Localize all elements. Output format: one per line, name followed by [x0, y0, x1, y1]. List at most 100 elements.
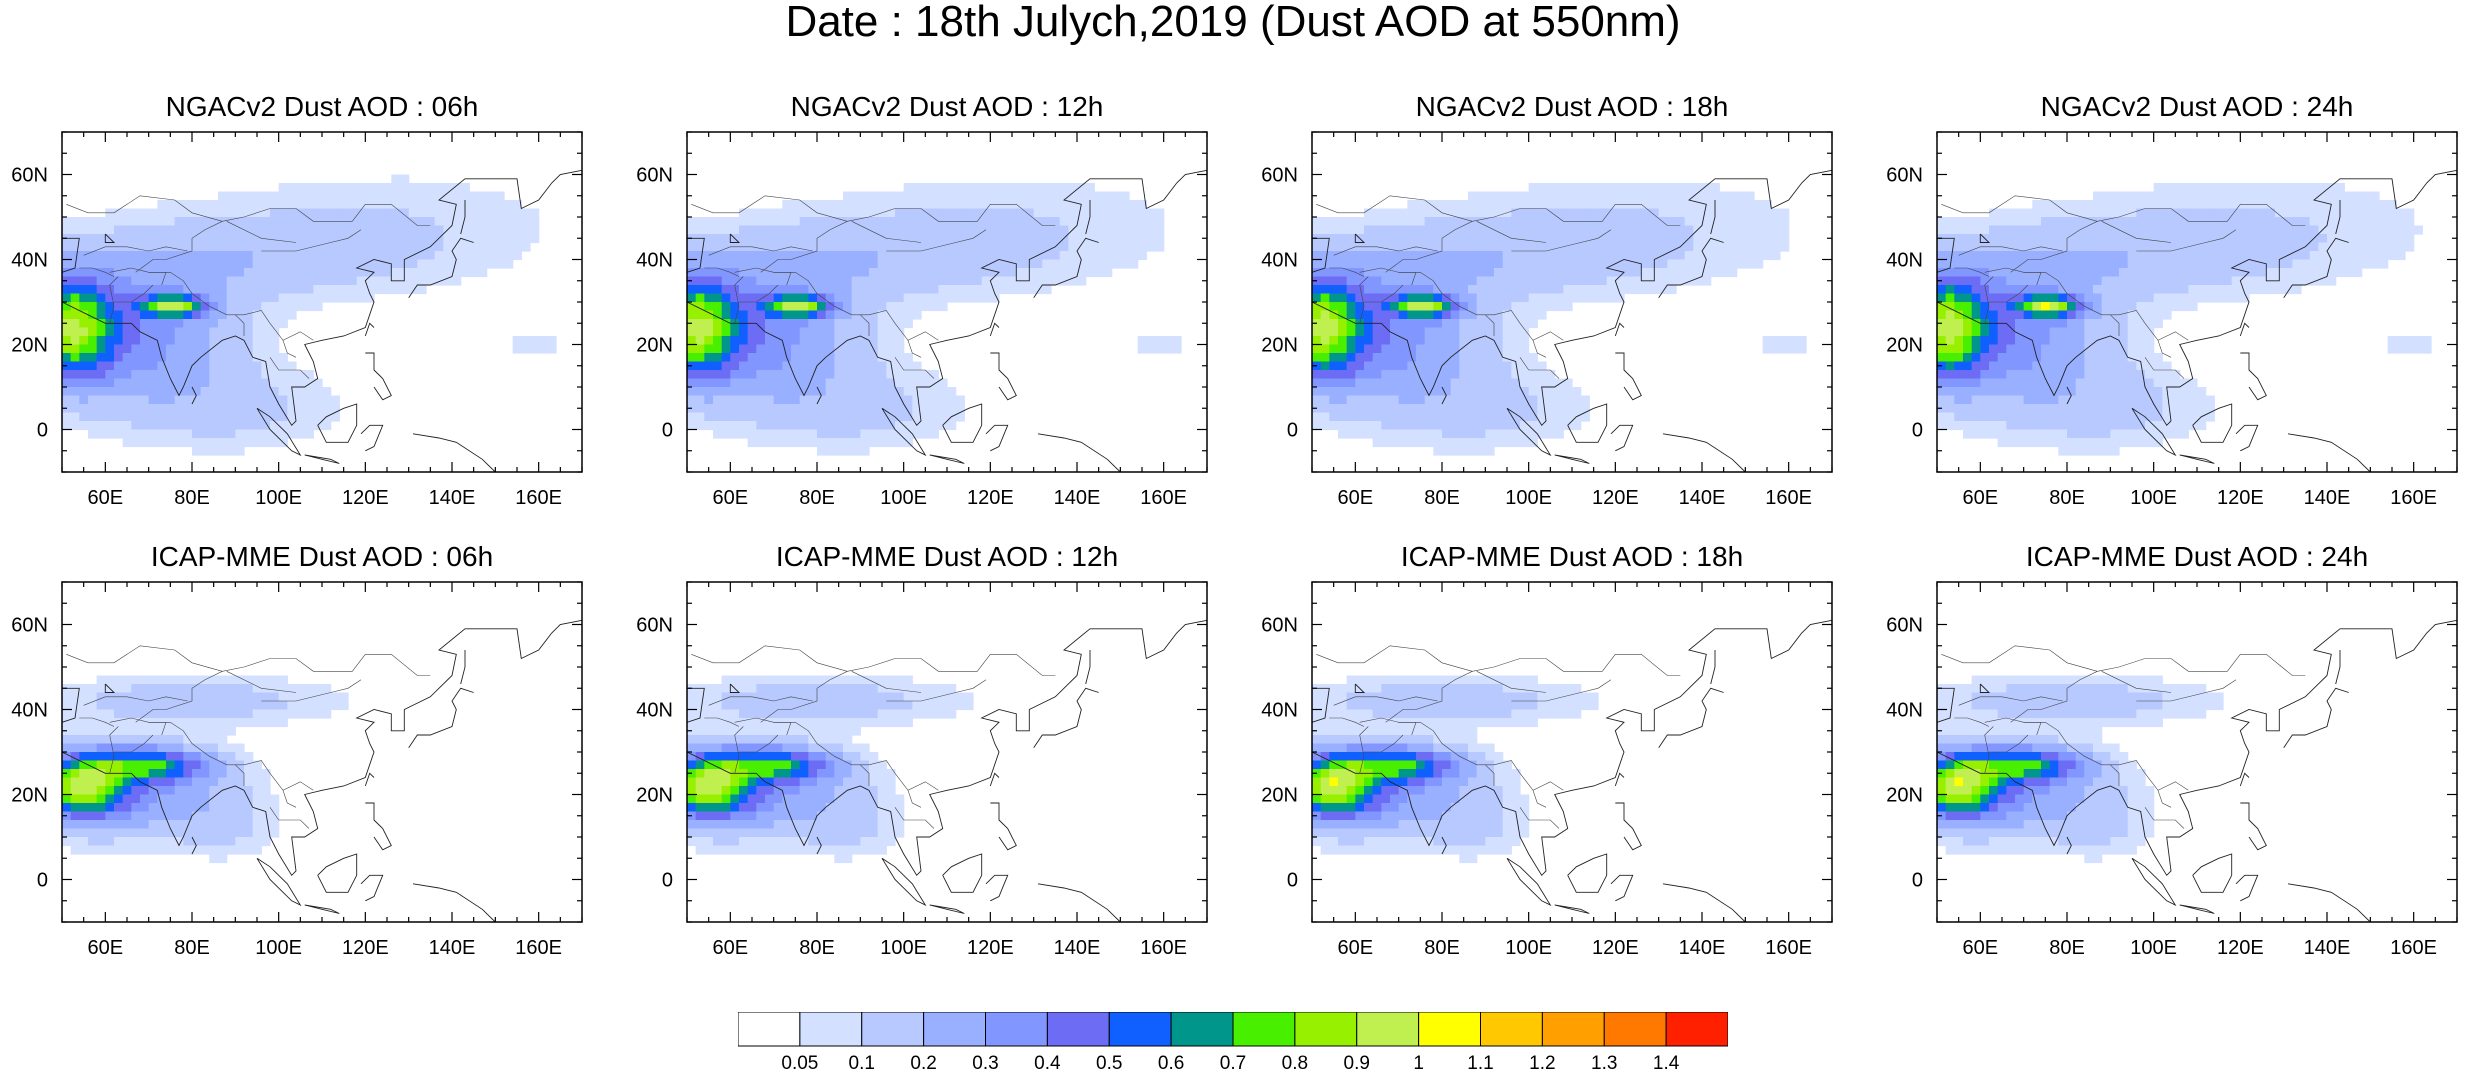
lat-tick-label: 60N — [1261, 165, 1298, 187]
lat-tick-label: 20N — [636, 335, 673, 357]
lat-tick-label: 40N — [1261, 700, 1298, 722]
colorbar-swatch — [924, 1012, 986, 1046]
lon-tick-label: 120E — [2217, 937, 2264, 959]
lon-tick-label: 140E — [429, 937, 476, 959]
lon-tick-label: 140E — [1054, 487, 1101, 509]
lon-tick-label: 100E — [255, 937, 302, 959]
lon-tick-label: 100E — [1505, 487, 1552, 509]
lon-tick-label: 140E — [2304, 937, 2351, 959]
lat-tick-label: 40N — [11, 250, 48, 272]
lat-tick-label: 20N — [1261, 785, 1298, 807]
lat-tick-label: 40N — [636, 700, 673, 722]
lon-tick-label: 120E — [967, 937, 1014, 959]
lon-tick-label: 160E — [1765, 487, 1812, 509]
colorbar-swatch — [1604, 1012, 1666, 1046]
lat-tick-label: 20N — [11, 785, 48, 807]
lat-tick-label: 20N — [1886, 335, 1923, 357]
lon-tick-label: 80E — [2049, 937, 2085, 959]
lon-tick-label: 60E — [1338, 937, 1374, 959]
lat-tick-label: 0 — [37, 420, 48, 442]
colorbar-swatch — [1171, 1012, 1233, 1046]
lon-tick-label: 60E — [713, 937, 749, 959]
colorbar-swatch — [738, 1012, 800, 1046]
colorbar-swatch — [1109, 1012, 1171, 1046]
panel-title: NGACv2 Dust AOD : 18h — [1312, 92, 1832, 122]
lon-tick-label: 140E — [1054, 937, 1101, 959]
lat-tick-label: 60N — [1886, 615, 1923, 637]
lon-tick-label: 100E — [2130, 487, 2177, 509]
lat-tick-label: 0 — [37, 870, 48, 892]
lon-tick-label: 140E — [1679, 487, 1726, 509]
lon-tick-label: 80E — [799, 937, 835, 959]
lat-tick-label: 60N — [1886, 165, 1923, 187]
lon-tick-label: 160E — [1140, 487, 1187, 509]
lon-tick-label: 60E — [88, 487, 124, 509]
lat-tick-label: 60N — [636, 615, 673, 637]
colorbar-swatch — [986, 1012, 1048, 1046]
colorbar-swatch — [1419, 1012, 1481, 1046]
lon-tick-label: 140E — [1679, 937, 1726, 959]
colorbar-level-label: 0.7 — [1220, 1054, 1246, 1073]
lon-tick-label: 120E — [2217, 487, 2264, 509]
panel-title: NGACv2 Dust AOD : 12h — [687, 92, 1207, 122]
panel-title: NGACv2 Dust AOD : 06h — [62, 92, 582, 122]
lon-tick-label: 160E — [515, 937, 562, 959]
colorbar-swatch — [1295, 1012, 1357, 1046]
lon-tick-label: 60E — [1963, 937, 1999, 959]
lat-tick-label: 60N — [11, 615, 48, 637]
colorbar-level-label: 0.05 — [781, 1054, 818, 1073]
lon-tick-label: 100E — [880, 487, 927, 509]
colorbar-swatch — [862, 1012, 924, 1046]
colorbar-level-label: 1.1 — [1467, 1054, 1493, 1073]
colorbar-level-label: 1.4 — [1653, 1054, 1679, 1073]
lat-tick-label: 60N — [1261, 615, 1298, 637]
lat-tick-label: 0 — [1912, 870, 1923, 892]
colorbar-level-label: 0.2 — [910, 1054, 936, 1073]
lat-tick-label: 60N — [636, 165, 673, 187]
panel-title: NGACv2 Dust AOD : 24h — [1937, 92, 2457, 122]
colorbar-level-label: 0.6 — [1158, 1054, 1184, 1073]
lon-tick-label: 80E — [174, 937, 210, 959]
lat-tick-label: 40N — [1261, 250, 1298, 272]
colorbar-swatch — [800, 1012, 862, 1046]
lon-tick-label: 80E — [2049, 487, 2085, 509]
lon-tick-label: 80E — [1424, 487, 1460, 509]
colorbar-swatches — [738, 1012, 1728, 1048]
lon-tick-label: 100E — [2130, 937, 2177, 959]
lat-tick-label: 40N — [1886, 250, 1923, 272]
lon-tick-label: 140E — [429, 487, 476, 509]
lon-tick-label: 160E — [2390, 937, 2437, 959]
colorbar-level-label: 1.2 — [1529, 1054, 1555, 1073]
lat-tick-label: 0 — [1287, 870, 1298, 892]
lon-tick-label: 160E — [1140, 937, 1187, 959]
lon-tick-label: 60E — [1338, 487, 1374, 509]
colorbar-swatch — [1047, 1012, 1109, 1046]
lon-tick-label: 80E — [799, 487, 835, 509]
colorbar-level-label: 0.8 — [1282, 1054, 1308, 1073]
panel-title: ICAP-MME Dust AOD : 18h — [1312, 542, 1832, 572]
lon-tick-label: 60E — [713, 487, 749, 509]
lat-tick-label: 40N — [11, 700, 48, 722]
lon-tick-label: 120E — [967, 487, 1014, 509]
lon-tick-label: 160E — [2390, 487, 2437, 509]
lat-tick-label: 0 — [662, 420, 673, 442]
colorbar-level-label: 1.3 — [1591, 1054, 1617, 1073]
lat-tick-label: 20N — [1886, 785, 1923, 807]
colorbar-swatch — [1357, 1012, 1419, 1046]
lon-tick-label: 160E — [515, 487, 562, 509]
lat-tick-label: 0 — [1912, 420, 1923, 442]
colorbar-level-label: 0.5 — [1096, 1054, 1122, 1073]
colorbar-swatch — [1481, 1012, 1543, 1046]
lat-tick-label: 20N — [11, 335, 48, 357]
colorbar-swatch — [1233, 1012, 1295, 1046]
